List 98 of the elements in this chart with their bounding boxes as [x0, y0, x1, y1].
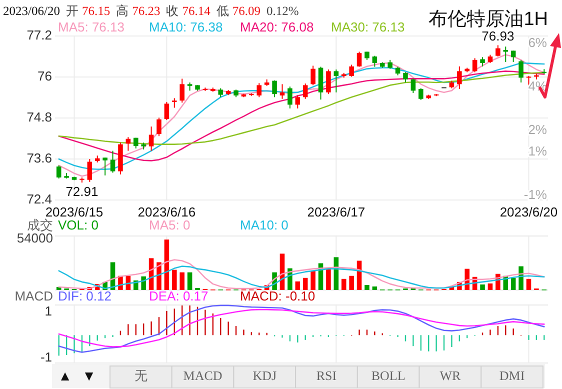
- bar: [302, 278, 308, 290]
- candlestick: [326, 68, 331, 95]
- y2-tick-label: -1%: [524, 187, 548, 202]
- bar: [172, 270, 177, 290]
- annotation: 76.93: [482, 28, 514, 44]
- text: ▼: [82, 368, 96, 384]
- candlestick: [503, 46, 508, 62]
- candlestick: [510, 50, 516, 62]
- line-series: [58, 304, 545, 353]
- bar: [488, 283, 493, 290]
- candlestick: [102, 157, 108, 176]
- candlestick: [256, 82, 262, 98]
- candlestick: [410, 78, 416, 94]
- text: 0.12%: [266, 4, 299, 18]
- chart-title: 成交: [27, 217, 53, 232]
- candlestick: [164, 101, 170, 121]
- x-tick-label: 2023/6/16: [138, 204, 196, 220]
- candlestick: [472, 58, 478, 73]
- bar: [295, 281, 300, 290]
- text: MA10: 0: [240, 217, 288, 232]
- text: 76.15: [82, 4, 110, 18]
- candlestick: [280, 84, 285, 100]
- text: 无: [134, 368, 148, 383]
- candlestick: [110, 150, 116, 174]
- candlestick: [87, 158, 92, 182]
- y-tick-label: -1: [40, 349, 52, 364]
- bar: [372, 286, 378, 290]
- y-tick-label: 76: [38, 68, 52, 84]
- chart-title: MACD: [14, 288, 53, 304]
- candlestick: [356, 51, 362, 68]
- y-tick-label: 77.2: [26, 27, 52, 42]
- candlestick: [310, 65, 316, 86]
- y-tick-label: 73.6: [26, 150, 52, 166]
- x-tick-label: 2023/6/20: [500, 204, 558, 220]
- candlestick: [418, 88, 424, 100]
- candlestick: [334, 68, 339, 93]
- candlestick: [302, 82, 308, 100]
- candlestick: [148, 126, 154, 152]
- text: MA20: 76.08: [240, 19, 314, 34]
- x-tick-label: 2023/6/15: [45, 204, 104, 220]
- text: DMI: [499, 368, 525, 383]
- candlestick: [156, 117, 162, 137]
- bar: [364, 284, 370, 290]
- bar: [310, 270, 316, 290]
- y2-tick-label: 6%: [528, 35, 548, 50]
- candlestick: [288, 86, 292, 109]
- text: 收: [166, 4, 180, 18]
- text: 76.09: [232, 4, 260, 18]
- text: 开: [66, 4, 79, 18]
- line-series: [58, 308, 545, 348]
- x-tick-label: 2023/6/17: [307, 204, 366, 220]
- bar: [341, 278, 346, 290]
- text: RSI: [316, 368, 337, 383]
- text: BOLL: [371, 368, 406, 383]
- text: 高: [116, 2, 130, 18]
- y2-tick-label: 1%: [528, 144, 548, 159]
- candlestick: [295, 94, 300, 109]
- bar: [187, 272, 192, 290]
- text: MA10: 76.38: [149, 19, 223, 34]
- text: 76.14: [182, 4, 212, 18]
- text: DIF: 0.12: [58, 288, 112, 304]
- annotation: 72.91: [66, 184, 98, 200]
- candlestick: [496, 44, 500, 57]
- series-label: DEA: 0.17: [149, 288, 208, 304]
- bar: [326, 268, 331, 290]
- candlestick: [457, 66, 462, 90]
- text: 2023/06/20: [3, 4, 60, 18]
- text: MA5: 76.13: [58, 19, 124, 34]
- candlestick: [403, 72, 408, 83]
- candlestick: [480, 56, 485, 67]
- chart-title: 布伦特原油1H: [428, 9, 548, 30]
- text: MA5: 0: [149, 217, 190, 232]
- text: MACD: [183, 368, 222, 383]
- text: ▲: [58, 368, 72, 384]
- text: 54000: [16, 230, 53, 246]
- bar: [480, 284, 485, 290]
- candlestick: [56, 164, 62, 179]
- candlestick: [272, 80, 277, 98]
- candlestick: [372, 55, 378, 68]
- candlestick: [172, 98, 177, 108]
- y-tick-label: 1: [44, 304, 52, 319]
- bar: [510, 278, 516, 290]
- text: 低: [216, 4, 230, 18]
- bar: [349, 276, 354, 290]
- bar: [526, 278, 532, 290]
- bar: [180, 272, 184, 290]
- y2-tick-label: 2%: [528, 122, 548, 137]
- candlestick: [180, 78, 184, 104]
- text: VOL: 0: [58, 217, 98, 232]
- text: KDJ: [252, 368, 277, 383]
- y-tick-label: 74.8: [26, 109, 52, 124]
- text: 76.23: [132, 4, 160, 18]
- candlestick: [518, 59, 524, 83]
- text: WR: [440, 368, 462, 383]
- series-label: MACD: -0.10: [240, 288, 316, 304]
- y-tick-label: 72.4: [26, 191, 52, 206]
- text: MA30: 76.13: [331, 19, 405, 34]
- candlestick: [349, 64, 354, 78]
